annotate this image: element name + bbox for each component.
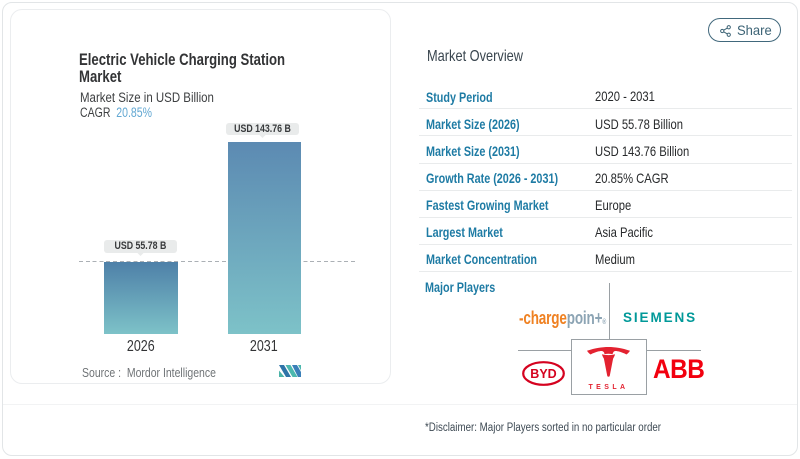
svg-text:BYD: BYD bbox=[530, 367, 556, 381]
